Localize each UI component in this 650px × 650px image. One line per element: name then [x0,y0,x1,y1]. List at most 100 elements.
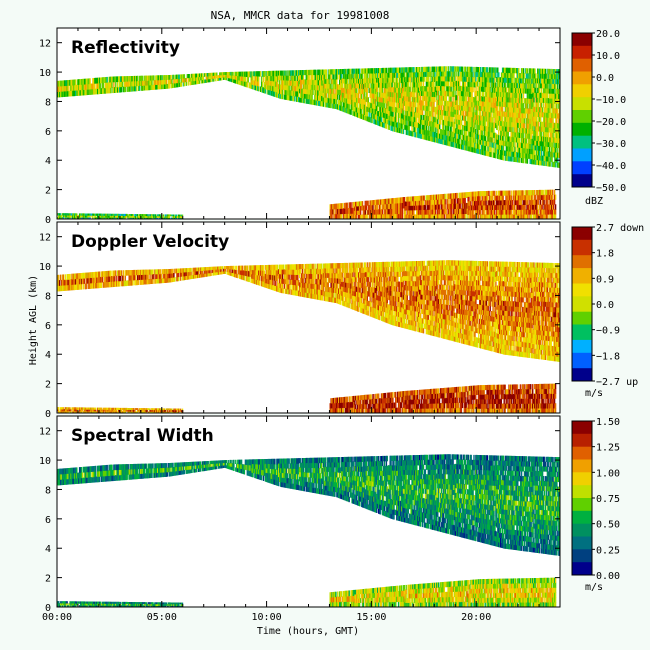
echo-cell [472,116,474,123]
echo-cell [498,77,500,83]
echo-cell [498,130,500,136]
echo-cell [182,78,185,83]
echo-cell [73,90,75,97]
echo-cell [328,102,330,108]
echo-cell [400,122,402,129]
echo-cell [210,78,212,82]
echo-cell [504,82,507,88]
echo-cell [165,75,167,80]
echo-cell [378,101,380,107]
echo-cell [435,204,437,210]
echo-cell [305,98,307,104]
echo-cell [361,78,364,85]
echo-cell [139,75,142,82]
echo-cell [87,78,89,85]
echo-cell [448,120,450,127]
echo-cell [98,83,100,89]
echo-cell [321,85,324,91]
echo-cell [440,194,443,200]
echo-cell [323,74,326,80]
echo-cell [399,87,401,93]
echo-cell [300,74,303,80]
echo-cell [490,97,492,103]
echo-cell [412,116,414,122]
echo-cell [534,111,536,117]
echo-cell [517,112,519,118]
echo-cell [397,97,399,103]
echo-cell [500,135,502,141]
echo-cell [72,85,74,91]
echo-cell [488,77,490,83]
echo-cell [118,86,121,93]
echo-cell [396,72,398,78]
echo-cell [319,69,321,76]
echo-cell [544,117,547,123]
echo-cell [536,145,538,151]
echo-cell [551,93,553,99]
echo-cell [455,104,457,110]
echo-cell [458,119,460,125]
echo-cell [447,135,449,141]
echo-cell [480,130,483,136]
echo-cell [516,82,518,89]
echo-cell [479,81,481,87]
echo-cell [336,98,338,105]
echo-cell [391,67,393,73]
echo-cell [513,82,515,88]
echo-cell [368,214,370,219]
echo-cell [497,81,499,88]
echo-cell [213,78,215,82]
echo-cell [487,106,489,112]
echo-cell [507,111,509,118]
echo-cell [440,134,443,140]
echo-cell [473,76,475,83]
echo-cell [306,79,308,85]
echo-cell [429,76,431,82]
echo-cell [402,114,405,120]
echo-cell [309,99,311,105]
echo-cell [461,76,464,82]
echo-cell [498,86,500,92]
echo-cell [441,66,444,72]
echo-cell [427,130,429,136]
echo-cell [547,112,549,118]
echo-cell [376,86,378,92]
echo-cell [428,120,430,127]
echo-cell [482,135,485,141]
echo-cell [430,214,432,219]
echo-cell [359,68,361,74]
echo-cell [505,92,508,98]
echo-cell [539,131,541,137]
echo-cell [431,126,433,132]
echo-cell [541,83,544,89]
echo-cell [426,120,428,126]
echo-cell [548,141,550,148]
echo-cell [190,77,192,82]
echo-cell [365,205,367,211]
echo-cell [460,76,463,82]
echo-cell [541,107,544,113]
echo-cell [460,110,463,116]
echo-cell [436,133,438,139]
echo-cell [479,139,481,145]
echo-cell [388,82,390,88]
echo-cell [514,92,516,98]
echo-cell [465,202,467,209]
echo-cell [494,137,496,144]
echo-cell [556,108,558,114]
echo-cell [506,146,509,152]
echo-cell [455,203,457,209]
echo-cell [466,71,468,77]
echo-cell [429,81,431,87]
echo-cell [552,122,554,128]
echo-cell [437,104,439,110]
echo-cell [171,79,173,84]
echo-cell [353,106,355,112]
echo-cell [557,83,559,90]
echo-cell [501,116,504,122]
echo-cell [137,80,139,87]
echo-cell [449,76,451,82]
echo-cell [513,156,515,162]
echo-cell [407,130,409,136]
echo-cell [340,208,343,215]
